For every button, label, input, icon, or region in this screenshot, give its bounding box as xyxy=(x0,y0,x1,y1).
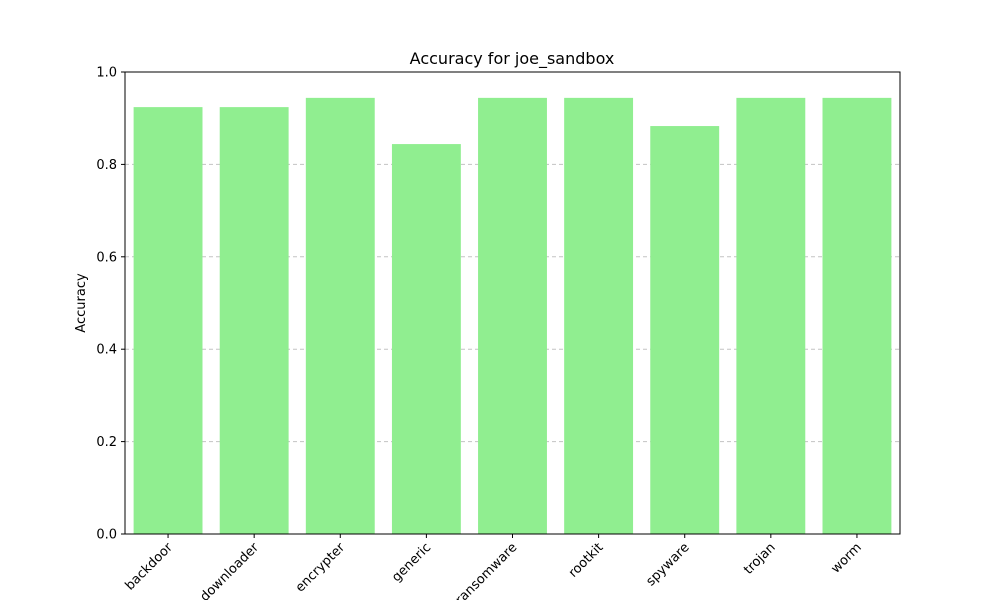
bar-spyware xyxy=(650,126,720,534)
x-tick-label: rootkit xyxy=(566,540,607,581)
x-tick-label: worm xyxy=(828,540,864,576)
x-tick-label: generic xyxy=(389,540,434,585)
bar-backdoor xyxy=(133,107,203,534)
bar-encrypter xyxy=(305,97,375,534)
y-tick-label: 0.6 xyxy=(96,250,117,265)
x-axis: backdoor downloader encrypter generic ransom… xyxy=(123,534,865,600)
x-tick-label: encrypter xyxy=(293,540,349,596)
bars xyxy=(133,97,892,534)
chart-title: Accuracy for joe_sandbox xyxy=(410,49,615,69)
y-tick-label: 0.8 xyxy=(96,158,117,173)
y-axis-label: Accuracy xyxy=(74,273,89,333)
bar-generic xyxy=(391,144,461,534)
bar-trojan xyxy=(736,97,806,534)
y-tick-label: 0.0 xyxy=(96,528,117,543)
y-tick-label: 0.4 xyxy=(96,343,117,358)
bar-downloader xyxy=(219,107,289,534)
bar-ransomware xyxy=(478,97,547,534)
y-tick-label: 0.2 xyxy=(96,435,117,450)
bar-rootkit xyxy=(564,97,634,534)
x-tick-label: ransomware xyxy=(453,540,521,600)
y-tick-label: 1.0 xyxy=(96,66,117,81)
x-tick-label: backdoor xyxy=(123,540,177,594)
y-axis: 0.0 0.2 0.4 0.6 0.8 1.0 xyxy=(96,66,125,543)
x-tick-label: downloader xyxy=(197,540,262,600)
x-tick-label: trojan xyxy=(741,540,778,577)
x-tick-label: spyware xyxy=(643,540,692,589)
bar-worm xyxy=(822,97,892,534)
